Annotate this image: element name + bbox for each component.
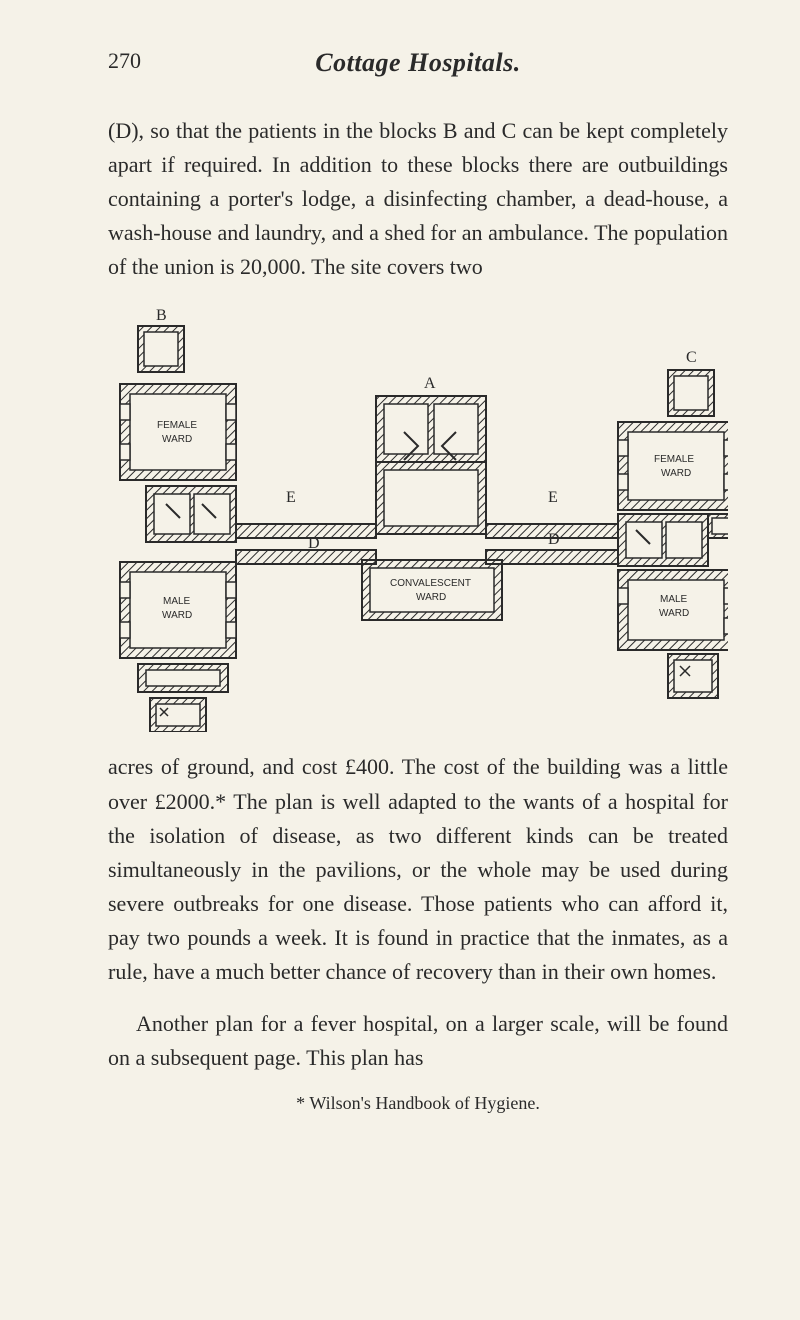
paragraph-3: Another plan for a fever hospital, on a … [108, 1007, 728, 1075]
corridor-right2 [486, 550, 618, 564]
label-male-ward-right: MALE [660, 594, 688, 605]
label-convalescent2: WARD [416, 592, 446, 603]
label-block-a: A [424, 375, 436, 392]
footnote: * Wilson's Handbook of Hygiene. [108, 1093, 728, 1114]
corridor-right [486, 524, 618, 538]
label-male-ward-right2: WARD [659, 608, 689, 619]
label-convalescent: CONVALESCENT [390, 578, 471, 589]
label-female-ward-right2: WARD [661, 468, 691, 479]
paragraph-2: acres of ground, and cost £400. The cost… [108, 750, 728, 989]
label-female-ward-left2: WARD [162, 434, 192, 445]
floor-plan-svg: B C A FEMALE WARD FEMALE WARD [108, 302, 728, 732]
corridor-left2 [236, 550, 376, 564]
corridor-left [236, 524, 376, 538]
label-male-ward-left2: WARD [162, 610, 192, 621]
label-e-right: E [548, 489, 558, 506]
label-male-ward-left: MALE [163, 596, 191, 607]
label-female-ward-left: FEMALE [157, 420, 197, 431]
floor-plan-diagram: B C A FEMALE WARD FEMALE WARD [108, 302, 728, 732]
paragraph-1: (D), so that the patients in the blocks … [108, 114, 728, 284]
label-block-c: C [686, 349, 697, 366]
label-block-b: B [156, 307, 167, 324]
label-e-left: E [286, 489, 296, 506]
label-female-ward-right: FEMALE [654, 454, 694, 465]
running-title: Cottage Hospitals. [108, 48, 728, 78]
page-number: 270 [108, 48, 141, 74]
